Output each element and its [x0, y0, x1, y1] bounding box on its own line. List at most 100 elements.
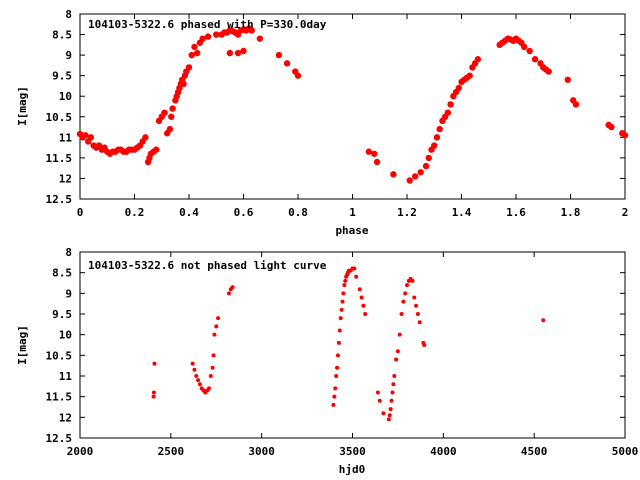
x-tick-label: 3000 — [248, 445, 275, 458]
data-point — [474, 56, 482, 63]
data-point — [412, 295, 417, 300]
data-point — [335, 365, 340, 370]
data-point — [226, 49, 234, 57]
data-point — [422, 162, 430, 170]
data-point — [206, 386, 211, 391]
data-point — [214, 324, 219, 329]
data-point — [180, 80, 187, 88]
data-point — [216, 316, 221, 321]
y-tick-label: 12 — [59, 411, 72, 424]
x-tick-label: 0.8 — [288, 206, 308, 219]
data-point — [196, 378, 201, 383]
data-point — [444, 109, 452, 116]
data-point — [334, 374, 339, 378]
data-point — [390, 390, 395, 395]
data-point — [341, 291, 346, 296]
data-point — [373, 158, 381, 166]
data-point — [361, 303, 366, 308]
y-tick-label: 11 — [59, 131, 73, 144]
data-point — [397, 332, 402, 337]
data-point — [161, 109, 168, 116]
data-point — [363, 312, 368, 316]
data-point — [417, 169, 424, 176]
data-point — [337, 328, 342, 333]
data-point — [234, 49, 242, 57]
y-tick-label: 10.5 — [46, 349, 73, 362]
data-point — [389, 398, 394, 403]
x-tick-label: 0.2 — [125, 206, 145, 219]
data-point — [211, 353, 216, 358]
data-point — [213, 31, 220, 38]
data-point — [283, 60, 291, 67]
data-point — [153, 146, 160, 153]
x-axis-label: phase — [335, 224, 368, 237]
data-point — [192, 367, 197, 372]
y-tick-label: 10 — [59, 90, 72, 103]
data-point — [142, 134, 149, 141]
data-point — [210, 365, 215, 370]
data-point — [166, 125, 174, 133]
data-point — [411, 173, 419, 180]
y-tick-label: 12.5 — [46, 193, 73, 206]
data-point — [371, 150, 378, 157]
data-point — [204, 33, 212, 40]
data-point — [388, 407, 393, 412]
data-point — [377, 398, 382, 403]
data-point — [152, 361, 157, 366]
data-point — [447, 101, 454, 108]
y-tick-label: 11.5 — [46, 152, 73, 165]
data-point — [387, 413, 392, 418]
y-tick-label: 12 — [59, 172, 72, 185]
data-point — [436, 125, 443, 133]
data-point — [230, 285, 235, 290]
data-point — [331, 402, 336, 407]
data-point — [226, 291, 231, 296]
data-points — [76, 25, 629, 184]
data-point — [339, 307, 344, 312]
data-point — [340, 299, 345, 304]
data-point — [352, 266, 357, 271]
x-tick-label: 2500 — [158, 445, 185, 458]
data-point — [193, 49, 201, 57]
y-tick-label: 8 — [65, 246, 72, 259]
data-point — [212, 332, 217, 337]
y-tick-label: 8.5 — [52, 267, 72, 280]
data-point — [191, 43, 198, 51]
data-point — [414, 303, 419, 308]
data-point — [621, 132, 629, 139]
data-point — [410, 278, 415, 283]
data-point — [354, 274, 359, 279]
plot-title: 104103-5322.6 phased with P=330.0day — [88, 18, 327, 31]
data-point — [332, 394, 337, 399]
data-point — [520, 43, 528, 51]
data-point — [208, 374, 213, 378]
data-point — [359, 295, 364, 300]
data-point — [168, 113, 175, 120]
y-tick-label: 8.5 — [52, 29, 72, 42]
data-point — [386, 417, 391, 422]
x-tick-label: 1.2 — [397, 206, 417, 219]
y-tick-label: 11.5 — [46, 391, 73, 404]
data-point — [564, 76, 571, 83]
y-axis-label: I[mag] — [16, 86, 29, 126]
data-point — [190, 361, 195, 366]
data-point — [394, 357, 399, 362]
data-point — [425, 154, 432, 162]
data-point — [545, 68, 552, 75]
x-tick-label: 0.6 — [234, 206, 254, 219]
data-point — [405, 283, 409, 288]
data-point — [422, 343, 427, 347]
data-point — [391, 382, 396, 387]
data-point — [541, 318, 546, 323]
data-points — [151, 266, 546, 422]
data-point — [343, 278, 348, 283]
plot-frame — [79, 13, 626, 200]
data-point — [248, 27, 255, 34]
y-tick-label: 11 — [59, 370, 73, 383]
x-tick-label: 1.8 — [561, 206, 581, 219]
axis-ticks: 0 0.2 0.4 0.6 0.8 1 1.2 1.4 1.6 1.8 2 8 8.5 9 9.5 10 10.… — [46, 8, 629, 219]
data-point — [392, 374, 397, 378]
y-tick-label: 9 — [65, 287, 72, 300]
data-point — [390, 171, 397, 178]
y-tick-label: 12.5 — [46, 432, 73, 445]
